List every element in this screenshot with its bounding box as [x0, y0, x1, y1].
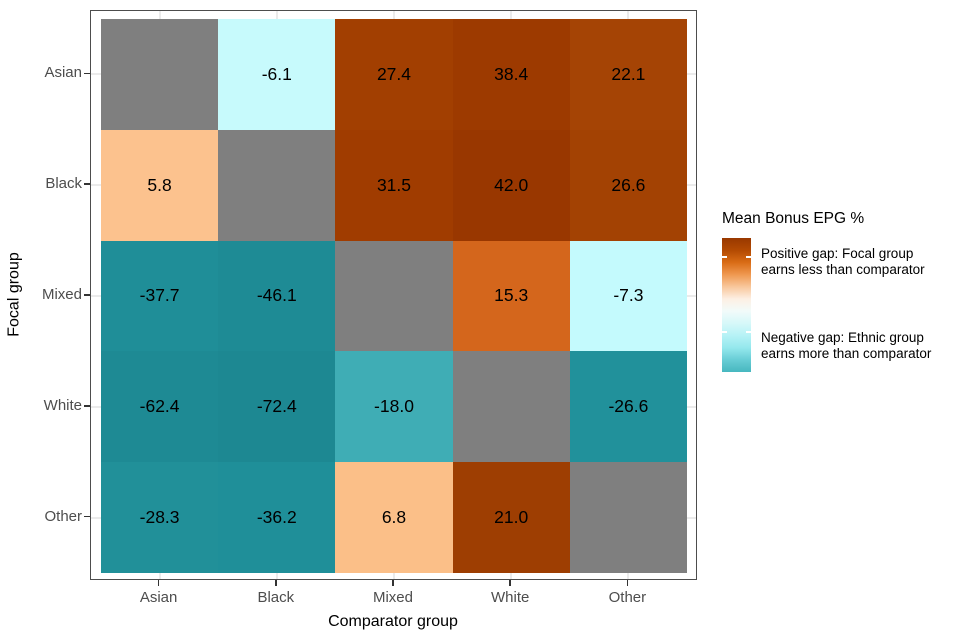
heatmap-cell: 22.1 — [569, 19, 687, 130]
heatmap-cell: 38.4 — [452, 19, 570, 130]
legend-bar-tick — [746, 331, 751, 333]
legend-negative-line2: earns more than comparator — [761, 345, 932, 361]
y-axis-label: Other — [44, 507, 82, 525]
heatmap-cell — [101, 19, 219, 130]
legend-bar-tick — [722, 331, 727, 333]
y-axis-label: Asian — [44, 64, 82, 82]
y-axis-tick — [84, 405, 90, 407]
y-axis-label: Black — [45, 175, 82, 193]
legend-negative-label: Negative gap: Ethnic group earns more th… — [761, 330, 931, 361]
y-axis-tick — [84, 515, 90, 518]
x-axis-label: Black — [257, 589, 295, 606]
x-axis-label: Asian — [139, 589, 178, 606]
y-axis-tick — [84, 183, 90, 185]
heatmap-cell: -18.0 — [335, 351, 453, 463]
heatmap-cell: -36.2 — [218, 462, 336, 573]
x-axis-label: Other — [608, 589, 647, 606]
x-axis-tick — [626, 580, 629, 586]
plot-panel: -6.1 27.4 38.4 22.1 5.8 31.5 42.0 26.6 -37.7 -46.… — [90, 10, 697, 580]
x-axis-label: Mixed — [372, 589, 413, 606]
heatmap-cell: -37.7 — [101, 240, 219, 352]
x-axis-tick — [392, 580, 394, 586]
y-axis-tick — [84, 72, 90, 75]
heatmap-grid: -6.1 27.4 38.4 22.1 5.8 31.5 42.0 26.6 -37.7 -46.… — [101, 19, 687, 573]
heatmap-cell: -6.1 — [218, 19, 336, 130]
legend-bar-tick — [746, 256, 751, 258]
heatmap-cell: 21.0 — [452, 462, 570, 573]
legend-positive-label: Positive gap: Focal group earns less tha… — [761, 246, 925, 277]
heatmap-cell: 26.6 — [569, 129, 687, 241]
legend-positive-line2: earns less than comparator — [761, 261, 925, 277]
heatmap-cell: 42.0 — [452, 129, 570, 241]
y-axis-tick — [84, 294, 90, 296]
x-axis-tick — [509, 580, 511, 586]
heatmap-cell — [452, 351, 570, 463]
heatmap-cell: 6.8 — [335, 462, 453, 573]
heatmap-cell: 5.8 — [101, 129, 219, 241]
legend-positive-line1: Positive gap: Focal group — [761, 246, 914, 261]
x-axis-title: Comparator group — [328, 613, 458, 630]
heatmap-cell: -62.4 — [101, 351, 219, 463]
heatmap-cell — [218, 129, 336, 241]
legend-bar-tick — [722, 256, 727, 258]
legend-title: Mean Bonus EPG % — [722, 210, 865, 227]
x-axis-tick — [275, 580, 277, 586]
heatmap-cell: 27.4 — [335, 19, 453, 130]
x-axis-tick — [157, 580, 160, 586]
legend-negative-line1: Negative gap: Ethnic group — [761, 330, 924, 345]
heatmap-cell — [335, 240, 453, 352]
legend-gradient-bar — [722, 238, 751, 372]
y-axis-label: Mixed — [41, 286, 82, 303]
heatmap-cell: 31.5 — [335, 129, 453, 241]
heatmap-cell: -28.3 — [101, 462, 219, 573]
heatmap-cell: -7.3 — [569, 240, 687, 352]
heatmap-cell: -26.6 — [569, 351, 687, 463]
y-axis-label: White — [43, 396, 82, 414]
heatmap-cell: -46.1 — [218, 240, 336, 352]
heatmap-cell — [569, 462, 687, 573]
x-axis-label: White — [491, 589, 530, 606]
heatmap-cell: -72.4 — [218, 351, 336, 463]
heatmap-cell: 15.3 — [452, 240, 570, 352]
